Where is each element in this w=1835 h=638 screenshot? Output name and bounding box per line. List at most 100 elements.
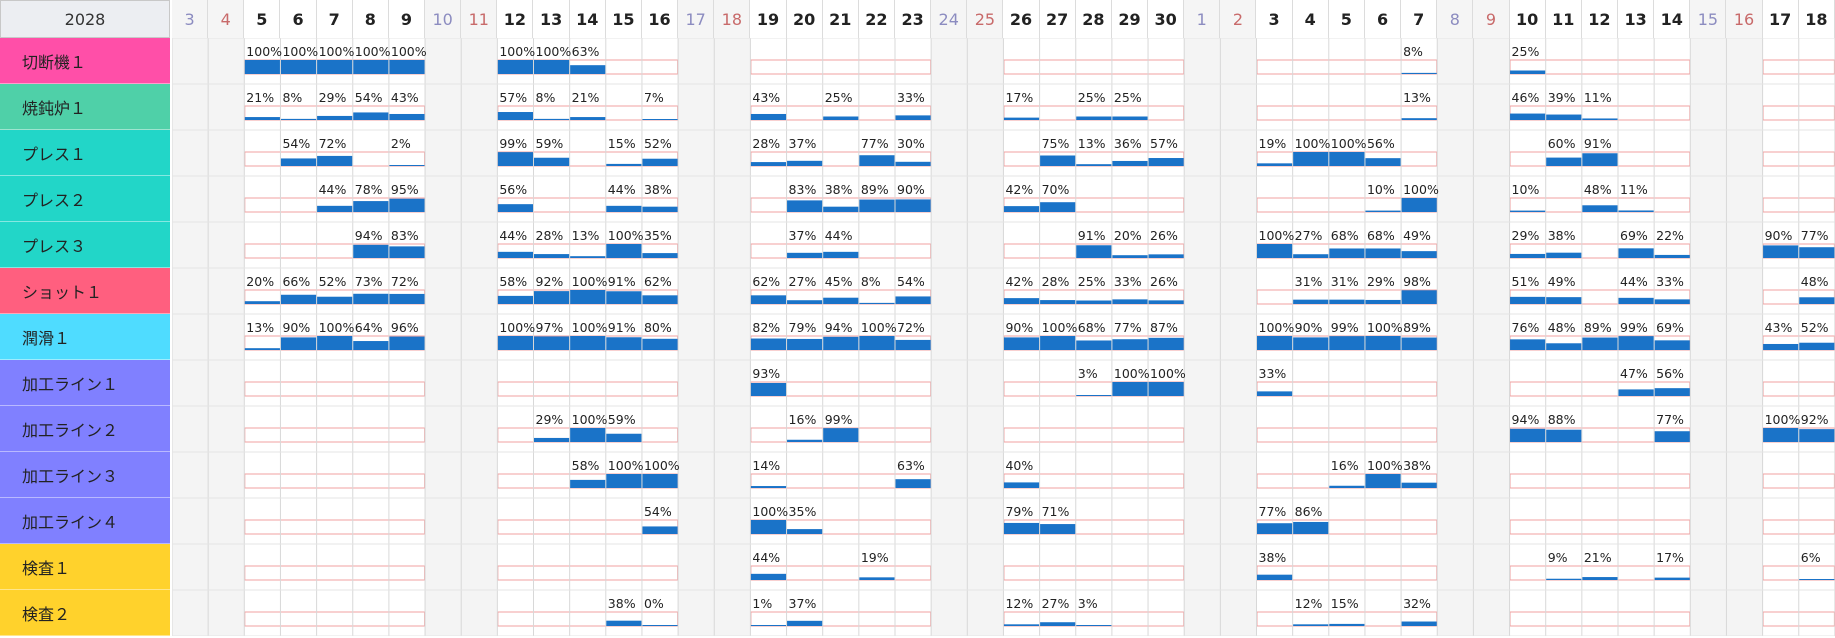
pct-label-0-37: 25% bbox=[1512, 44, 1540, 59]
bar-0-34 bbox=[1401, 72, 1437, 74]
pct-label-2-31: 100% bbox=[1295, 136, 1331, 151]
pct-label-5-25: 25% bbox=[1078, 274, 1106, 289]
bar-7-41 bbox=[1654, 388, 1690, 396]
pct-label-8-37: 94% bbox=[1512, 412, 1540, 427]
bar-1-5 bbox=[353, 112, 389, 120]
bar-2-10 bbox=[534, 157, 570, 166]
pct-label-5-18: 45% bbox=[825, 274, 853, 289]
pct-label-1-38: 39% bbox=[1548, 90, 1576, 105]
bar-0-10 bbox=[534, 60, 570, 74]
pct-label-6-18: 94% bbox=[825, 320, 853, 335]
pct-label-8-44: 100% bbox=[1765, 412, 1801, 427]
bar-2-6 bbox=[389, 165, 425, 166]
pct-label-2-27: 57% bbox=[1150, 136, 1178, 151]
bar-4-18 bbox=[823, 251, 859, 258]
bar-4-31 bbox=[1293, 254, 1329, 258]
bar-6-12 bbox=[606, 337, 642, 350]
bar-3-39 bbox=[1582, 205, 1618, 212]
resource-label-7: 加工ライン１ bbox=[0, 360, 170, 406]
bar-2-17 bbox=[787, 160, 823, 166]
bar-4-33 bbox=[1365, 248, 1401, 258]
bar-0-9 bbox=[497, 60, 533, 74]
pct-label-3-12: 44% bbox=[608, 182, 636, 197]
bar-6-44 bbox=[1763, 343, 1799, 350]
day-header-29: 2 bbox=[1220, 0, 1257, 38]
pct-label-2-32: 100% bbox=[1331, 136, 1367, 151]
workday-box-0-16 bbox=[750, 59, 932, 75]
resource-label-10: 加工ライン４ bbox=[0, 498, 170, 544]
pct-label-11-30: 38% bbox=[1259, 550, 1287, 565]
bar-9-32 bbox=[1329, 485, 1365, 488]
pct-label-1-23: 17% bbox=[1005, 90, 1033, 105]
day-header-9: 12 bbox=[497, 0, 534, 38]
bar-6-30 bbox=[1257, 336, 1293, 350]
bar-1-2 bbox=[244, 117, 280, 120]
bar-3-13 bbox=[642, 206, 678, 212]
bar-5-4 bbox=[317, 296, 353, 304]
resource-label-6: 潤滑１ bbox=[0, 314, 170, 360]
bar-4-26 bbox=[1112, 255, 1148, 258]
pct-label-1-9: 57% bbox=[499, 90, 527, 105]
bar-1-9 bbox=[497, 112, 533, 120]
bar-8-37 bbox=[1510, 428, 1546, 442]
pct-label-2-4: 72% bbox=[319, 136, 347, 151]
bar-4-40 bbox=[1618, 248, 1654, 258]
bar-0-3 bbox=[280, 60, 317, 74]
bar-2-12 bbox=[606, 163, 642, 166]
bar-0-4 bbox=[317, 60, 353, 74]
pct-label-11-39: 21% bbox=[1584, 550, 1612, 565]
pct-label-5-2: 20% bbox=[246, 274, 274, 289]
bar-8-11 bbox=[570, 428, 606, 442]
schedule-grid: 100% 100% 100% 100% 100% 100% 100% 63% 8% 25%21% 8… bbox=[172, 38, 1835, 636]
bar-6-27 bbox=[1148, 337, 1184, 350]
pct-label-3-24: 70% bbox=[1042, 182, 1070, 197]
pct-label-6-33: 100% bbox=[1367, 320, 1403, 335]
pct-label-9-12: 100% bbox=[608, 458, 644, 473]
day-header-31: 4 bbox=[1293, 0, 1329, 38]
pct-label-6-13: 80% bbox=[644, 320, 672, 335]
workday-box-11-2 bbox=[244, 565, 426, 581]
pct-label-4-10: 28% bbox=[536, 228, 564, 243]
bar-5-16 bbox=[750, 295, 787, 304]
pct-label-12-32: 15% bbox=[1331, 596, 1359, 611]
pct-label-3-13: 38% bbox=[644, 182, 672, 197]
bar-2-38 bbox=[1546, 157, 1582, 166]
bar-1-16 bbox=[750, 113, 787, 120]
bar-5-18 bbox=[823, 297, 859, 304]
pct-label-8-12: 59% bbox=[608, 412, 636, 427]
pct-label-6-40: 99% bbox=[1620, 320, 1648, 335]
pct-label-9-23: 40% bbox=[1005, 458, 1033, 473]
bar-1-13 bbox=[642, 119, 678, 120]
bar-6-18 bbox=[823, 336, 859, 350]
bar-11-16 bbox=[750, 573, 787, 580]
bar-5-17 bbox=[787, 300, 823, 304]
pct-label-4-33: 68% bbox=[1367, 228, 1395, 243]
bar-6-40 bbox=[1618, 336, 1654, 350]
bar-1-11 bbox=[570, 117, 606, 120]
bar-1-18 bbox=[823, 116, 859, 120]
pct-label-6-27: 87% bbox=[1150, 320, 1178, 335]
pct-label-10-13: 54% bbox=[644, 504, 672, 519]
day-header-39: 12 bbox=[1582, 0, 1618, 38]
pct-label-6-38: 48% bbox=[1548, 320, 1576, 335]
bar-2-30 bbox=[1257, 163, 1293, 166]
bar-1-26 bbox=[1112, 116, 1148, 120]
workday-box-12-2 bbox=[244, 611, 426, 627]
pct-label-9-34: 38% bbox=[1403, 458, 1431, 473]
bar-4-27 bbox=[1148, 254, 1184, 258]
pct-label-9-16: 14% bbox=[752, 458, 780, 473]
pct-label-4-13: 35% bbox=[644, 228, 672, 243]
pct-label-6-16: 82% bbox=[752, 320, 780, 335]
bar-6-2 bbox=[244, 348, 280, 350]
bar-11-39 bbox=[1582, 577, 1618, 580]
pct-label-6-5: 64% bbox=[355, 320, 383, 335]
pct-label-2-3: 54% bbox=[282, 136, 310, 151]
day-header-36: 9 bbox=[1473, 0, 1510, 38]
pct-label-0-6: 100% bbox=[391, 44, 427, 59]
pct-label-3-4: 44% bbox=[319, 182, 347, 197]
pct-label-4-45: 77% bbox=[1801, 228, 1829, 243]
bar-3-20 bbox=[895, 199, 931, 212]
pct-label-6-34: 89% bbox=[1403, 320, 1431, 335]
pct-label-1-3: 8% bbox=[282, 90, 302, 105]
workday-box-12-37 bbox=[1509, 611, 1691, 627]
